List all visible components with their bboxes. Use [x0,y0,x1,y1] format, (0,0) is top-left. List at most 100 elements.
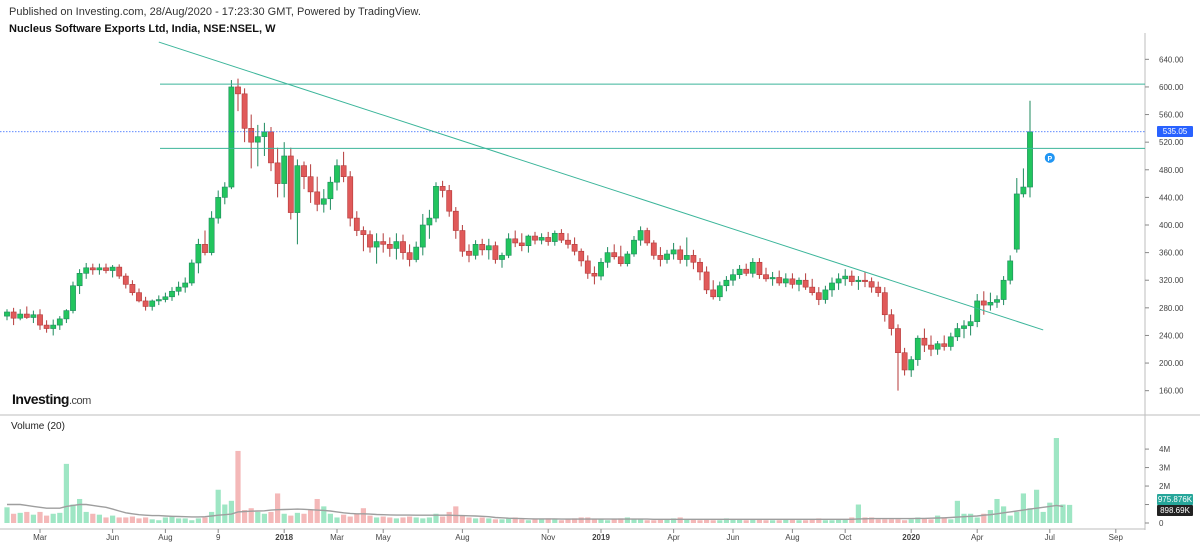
candle-down [202,244,208,253]
price-tick-label: 360.00 [1159,249,1184,258]
candle-down [980,300,987,306]
candle-up [169,290,175,298]
volume-bar [70,504,76,523]
volume-bar [248,508,254,523]
candle-down [248,128,255,143]
volume-bar [440,516,446,523]
candle-down [921,337,928,346]
candle-down [578,250,585,262]
candle-up [538,237,545,241]
volume-bar [532,519,538,523]
candle-up [637,230,644,241]
candle-up [683,255,690,260]
candle-down [353,217,360,231]
volume-bar [156,520,162,523]
candle-down [307,176,314,193]
candle-up [472,244,479,256]
volume-bar [479,517,485,523]
candle-up [281,155,288,184]
volume-tick-label: 3M [1159,464,1170,473]
candle-down [235,86,241,95]
volume-bar [294,512,300,523]
candle-up [631,239,637,255]
volume-bar [30,514,36,523]
volume-bar [816,518,822,523]
volume-bar [611,519,617,523]
volume-bar [638,519,644,523]
price-tick-label: 320.00 [1159,276,1184,285]
candle-up [974,300,981,322]
last-price-tag: 535.05 [1157,126,1193,138]
volume-bar [486,518,492,523]
candle-up [730,274,736,281]
volume-bar [189,520,195,523]
volume-bar [453,506,459,523]
volume-bar [994,498,1000,523]
candle-down [400,241,406,253]
price-tick-label: 200.00 [1159,359,1184,368]
candle-up [842,275,849,280]
volume-bar [433,513,439,523]
candle-up [1027,131,1033,188]
volume-bar [354,513,360,523]
candle-up [155,299,162,302]
volume-bar [730,519,736,523]
candle-up [393,241,400,249]
candle-down [941,343,948,347]
candle-up [4,311,10,317]
volume-bar [737,519,743,523]
candle-down [301,165,307,177]
event-marker-label: P [1047,156,1052,163]
candle-up [829,282,835,291]
volume-bar [684,519,690,523]
candle-down [347,176,354,219]
volume-bar [664,519,670,523]
candle-up [749,261,756,274]
volume-bar [1053,438,1059,523]
time-tick-label: Oct [839,533,852,542]
volume-bar [941,517,947,523]
candle-up [855,279,862,282]
candle-down [802,279,809,288]
volume-bar [499,519,505,523]
candle-up [320,198,327,205]
volume-bar [928,519,934,523]
volume-bar [803,520,809,523]
volume-bar [763,520,769,523]
investing-logo: Investing.com [12,391,91,407]
volume-tick-label: 4M [1159,445,1170,454]
price-tick-label: 240.00 [1159,331,1184,340]
candle-up [947,336,954,347]
volume-bar [987,510,993,523]
candle-up [736,268,743,276]
volume-bar [1034,489,1040,523]
volume-bar [968,513,974,523]
price-tick-label: 560.00 [1159,111,1184,120]
time-tick-label: Apr [971,533,984,542]
published-info: Published on Investing.com, 28/Aug/2020 … [9,6,421,18]
candle-up [1000,279,1007,300]
volume-bar [750,519,756,523]
candle-up [373,241,380,248]
volume-bar [103,517,109,523]
candle-down [743,268,750,274]
candle-down [617,256,624,264]
volume-bar [1007,515,1013,523]
volume-bar [321,506,327,523]
volume-bar [512,517,518,523]
volume-bar [525,520,531,523]
candle-down [558,232,565,241]
volume-bar [169,516,175,523]
candle-down [868,281,875,288]
volume-bar [539,519,545,523]
volume-bar [558,520,564,523]
candle-down [928,344,934,350]
volume-bar [341,514,347,523]
volume-bar [829,520,835,523]
candle-up [769,277,776,280]
volume-bar [882,519,888,523]
volume-bar [110,515,116,523]
candle-up [208,217,215,253]
volume-bar [671,518,677,523]
